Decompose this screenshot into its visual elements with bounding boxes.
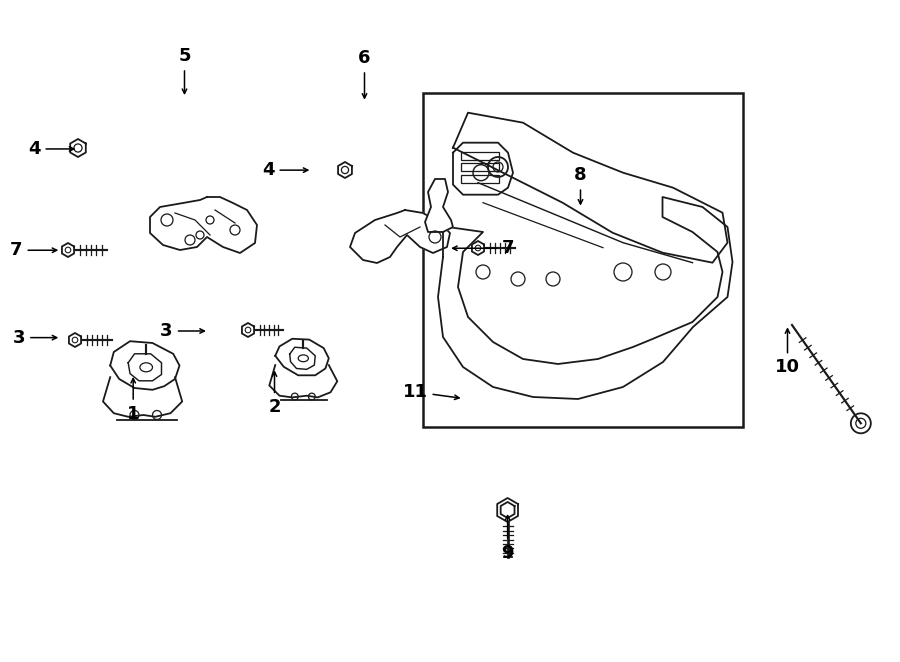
Bar	[423, 93, 742, 427]
Polygon shape	[150, 197, 257, 253]
Text: 5: 5	[178, 47, 191, 93]
Text: 7: 7	[453, 239, 515, 258]
Text: 8: 8	[574, 166, 587, 204]
Polygon shape	[453, 143, 513, 195]
Text: 7: 7	[10, 241, 57, 260]
Polygon shape	[350, 210, 450, 263]
Polygon shape	[472, 241, 484, 255]
Bar	[461, 152, 499, 160]
Text: 3: 3	[160, 322, 204, 340]
Polygon shape	[438, 197, 733, 399]
Polygon shape	[70, 139, 86, 157]
Polygon shape	[290, 348, 315, 369]
Text: 4: 4	[262, 161, 308, 179]
Polygon shape	[425, 179, 453, 232]
Text: 2: 2	[268, 372, 281, 416]
Text: 11: 11	[402, 383, 459, 401]
Polygon shape	[242, 323, 254, 337]
Polygon shape	[453, 113, 727, 263]
Polygon shape	[338, 162, 352, 178]
Polygon shape	[128, 354, 161, 381]
Polygon shape	[497, 498, 518, 522]
Polygon shape	[110, 341, 179, 390]
Text: 4: 4	[28, 140, 74, 158]
Bar	[461, 175, 499, 183]
Polygon shape	[62, 243, 74, 257]
Text: 3: 3	[13, 328, 57, 347]
Text: 9: 9	[501, 516, 514, 562]
Polygon shape	[69, 333, 81, 347]
Bar	[461, 163, 499, 171]
Polygon shape	[500, 502, 515, 518]
Text: 10: 10	[775, 329, 800, 377]
Text: 1: 1	[127, 379, 140, 423]
Text: 6: 6	[358, 49, 371, 98]
Polygon shape	[275, 339, 328, 375]
